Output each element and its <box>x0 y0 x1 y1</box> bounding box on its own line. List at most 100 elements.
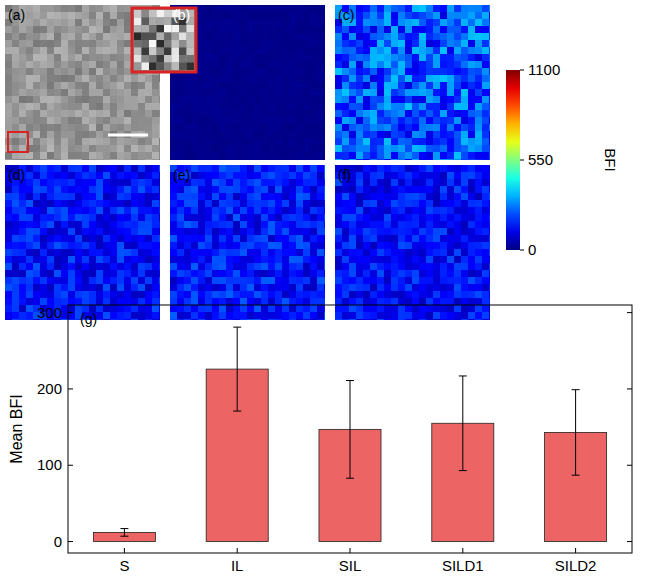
bfi-cell <box>349 40 356 47</box>
bfi-cell <box>54 193 61 200</box>
bfi-cell <box>426 89 433 96</box>
bfi-cell <box>117 221 124 228</box>
speckle-cell <box>5 82 12 89</box>
bfi-cell <box>370 131 377 138</box>
bfi-cell <box>47 221 54 228</box>
bfi-cell <box>240 75 247 82</box>
bfi-cell <box>5 228 12 235</box>
speckle-cell <box>61 33 68 40</box>
bfi-cell <box>391 110 398 117</box>
bfi-cell <box>482 61 489 68</box>
speckle-cell <box>103 68 110 75</box>
speckle-cell <box>152 96 159 103</box>
bfi-cell <box>447 5 454 12</box>
bfi-cell <box>233 82 240 89</box>
speckle-cell <box>145 96 152 103</box>
bfi-cell <box>177 138 184 145</box>
bfi-cell <box>75 186 82 193</box>
bfi-cell <box>184 152 191 159</box>
bfi-cell <box>303 68 310 75</box>
bfi-cell <box>489 131 490 138</box>
speckle-cell <box>26 159 33 160</box>
bfi-cell <box>405 138 412 145</box>
bfi-cell <box>40 172 47 179</box>
bfi-cell <box>33 186 40 193</box>
speckle-cell <box>82 110 89 117</box>
bfi-cell <box>433 75 440 82</box>
bfi-cell <box>247 124 254 131</box>
speckle-cell <box>124 26 131 33</box>
speckle-cell <box>33 131 40 138</box>
speckle-cell <box>75 152 82 159</box>
speckle-cell <box>12 103 19 110</box>
bfi-cell <box>247 152 254 159</box>
speckle-cell <box>47 138 54 145</box>
speckle-cell <box>68 12 75 19</box>
speckle-cell <box>40 19 47 26</box>
bfi-cell <box>184 82 191 89</box>
bfi-cell <box>324 75 325 82</box>
bfi-cell <box>240 82 247 89</box>
bfi-cell <box>468 103 475 110</box>
bfi-cell <box>391 40 398 47</box>
bfi-cell <box>117 228 124 235</box>
bfi-cell <box>468 110 475 117</box>
bfi-cell <box>205 54 212 61</box>
bfi-cell <box>303 5 310 12</box>
bfi-cell <box>412 124 419 131</box>
speckle-cell <box>26 103 33 110</box>
speckle-cell <box>54 82 61 89</box>
bfi-cell <box>219 33 226 40</box>
bfi-cell <box>261 138 268 145</box>
bfi-cell <box>89 214 96 221</box>
bfi-cell <box>240 47 247 54</box>
bfi-cell <box>324 89 325 96</box>
speckle-cell <box>68 40 75 47</box>
bfi-cell <box>412 40 419 47</box>
bfi-cell <box>184 131 191 138</box>
bfi-cell <box>247 68 254 75</box>
bfi-cell <box>198 110 205 117</box>
bfi-cell <box>440 12 447 19</box>
speckle-cell <box>61 82 68 89</box>
speckle-cell <box>110 68 117 75</box>
bfi-cell <box>433 19 440 26</box>
bfi-cell <box>240 138 247 145</box>
bfi-cell <box>303 12 310 19</box>
speckle-cell <box>54 75 61 82</box>
bfi-cell <box>177 117 184 124</box>
bfi-cell <box>275 138 282 145</box>
bfi-cell <box>440 145 447 152</box>
bfi-cell <box>489 159 490 160</box>
bfi-cell <box>377 96 384 103</box>
bfi-cell <box>12 214 19 221</box>
bfi-cell <box>317 61 324 68</box>
speckle-cell <box>40 54 47 61</box>
bfi-cell <box>335 82 342 89</box>
bfi-cell <box>468 117 475 124</box>
bfi-cell <box>254 131 261 138</box>
speckle-cell <box>68 68 75 75</box>
bfi-cell <box>68 200 75 207</box>
speckle-cell <box>19 117 26 124</box>
bfi-cell <box>377 61 384 68</box>
bfi-cell <box>426 152 433 159</box>
bfi-cell <box>261 61 268 68</box>
bfi-cell <box>261 152 268 159</box>
bfi-cell <box>198 40 205 47</box>
bfi-cell <box>440 117 447 124</box>
bfi-cell <box>75 277 82 284</box>
bfi-cell <box>489 12 490 19</box>
bfi-cell <box>398 110 405 117</box>
bfi-cell <box>191 75 198 82</box>
speckle-cell <box>103 40 110 47</box>
bfi-cell <box>324 159 325 160</box>
bfi-cell <box>282 138 289 145</box>
bfi-cell <box>440 103 447 110</box>
speckle-cell <box>5 103 12 110</box>
speckle-cell <box>54 61 61 68</box>
bfi-cell <box>233 96 240 103</box>
bfi-cell <box>335 40 342 47</box>
bfi-cell <box>254 68 261 75</box>
bfi-cell <box>240 19 247 26</box>
